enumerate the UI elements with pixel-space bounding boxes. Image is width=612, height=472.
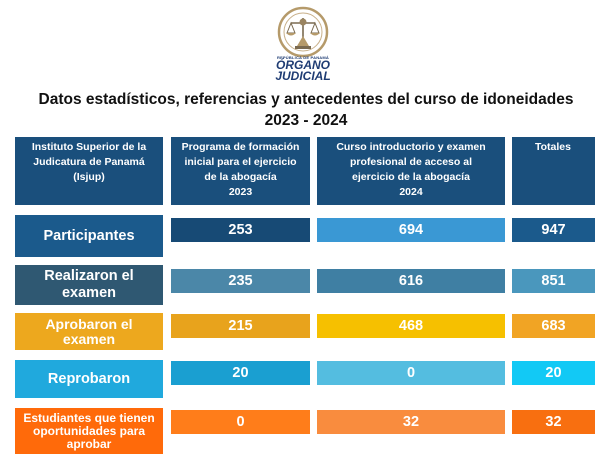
page-title: Datos estadísticos, referencias y antece… <box>38 91 574 108</box>
cell-aprobaron-2024: 468 <box>317 314 505 338</box>
header-programa-line: de la abogacía <box>204 171 277 183</box>
row-label-estudiantes-oportunidades: Estudiantes que tienen oportunidades par… <box>15 408 163 454</box>
header-totales-line: Totales <box>535 141 571 153</box>
cell-reprobaron-total: 20 <box>512 361 595 385</box>
page-title-years: 2023 - 2024 <box>264 112 348 129</box>
header-curso-2024: Curso introductorio y examen profesional… <box>317 137 505 205</box>
cell-estudiantes-2024: 32 <box>317 410 505 434</box>
cell-reprobaron-2023: 20 <box>171 361 310 385</box>
header-isjup-line: (Isjup) <box>73 171 105 183</box>
cell-estudiantes-2023: 0 <box>171 410 310 434</box>
cell-participantes-2023: 253 <box>171 218 310 242</box>
header-isjup-line: Instituto Superior de la <box>31 141 147 153</box>
logo-text-organo: ÓRGANO <box>276 58 330 72</box>
header-curso-line: ejercicio de la abogacía <box>352 171 470 183</box>
cell-realizaron-total: 851 <box>512 269 595 293</box>
header-isjup-line: Judicatura de Panamá <box>33 156 145 168</box>
header-isjup: Instituto Superior de la Judicatura de P… <box>15 137 163 205</box>
header-programa-2023: Programa de formación inicial para el ej… <box>171 137 310 205</box>
header-curso-line: Curso introductorio y examen <box>336 141 486 153</box>
organo-judicial-logo: REPÚBLICA DE PANAMÁ ÓRGANO JUDICIAL <box>262 6 344 84</box>
logo-text-judicial: JUDICIAL <box>275 69 331 83</box>
cell-estudiantes-total: 32 <box>512 410 595 434</box>
row-label-reprobaron: Reprobaron <box>15 360 163 398</box>
cell-participantes-total: 947 <box>512 218 595 242</box>
row-label-participantes: Participantes <box>15 215 163 257</box>
cell-aprobaron-total: 683 <box>512 314 595 338</box>
logo-country-text: REPÚBLICA DE PANAMÁ <box>276 55 330 60</box>
row-label-aprobaron: Aprobaron el examen <box>15 313 163 350</box>
row-label-realizaron: Realizaron el examen <box>15 265 163 305</box>
header-totales: Totales <box>512 137 595 205</box>
cell-aprobaron-2023: 215 <box>171 314 310 338</box>
header-curso-line: profesional de acceso al <box>350 156 472 168</box>
header-curso-line: 2024 <box>399 186 423 198</box>
header-programa-line: inicial para el ejercicio <box>184 156 297 168</box>
header-programa-line: 2023 <box>228 186 253 198</box>
cell-realizaron-2023: 235 <box>171 269 310 293</box>
cell-participantes-2024: 694 <box>317 218 505 242</box>
scales-of-justice-seal-icon <box>277 6 329 58</box>
cell-realizaron-2024: 616 <box>317 269 505 293</box>
cell-reprobaron-2024: 0 <box>317 361 505 385</box>
header-programa-line: Programa de formación <box>181 141 300 153</box>
